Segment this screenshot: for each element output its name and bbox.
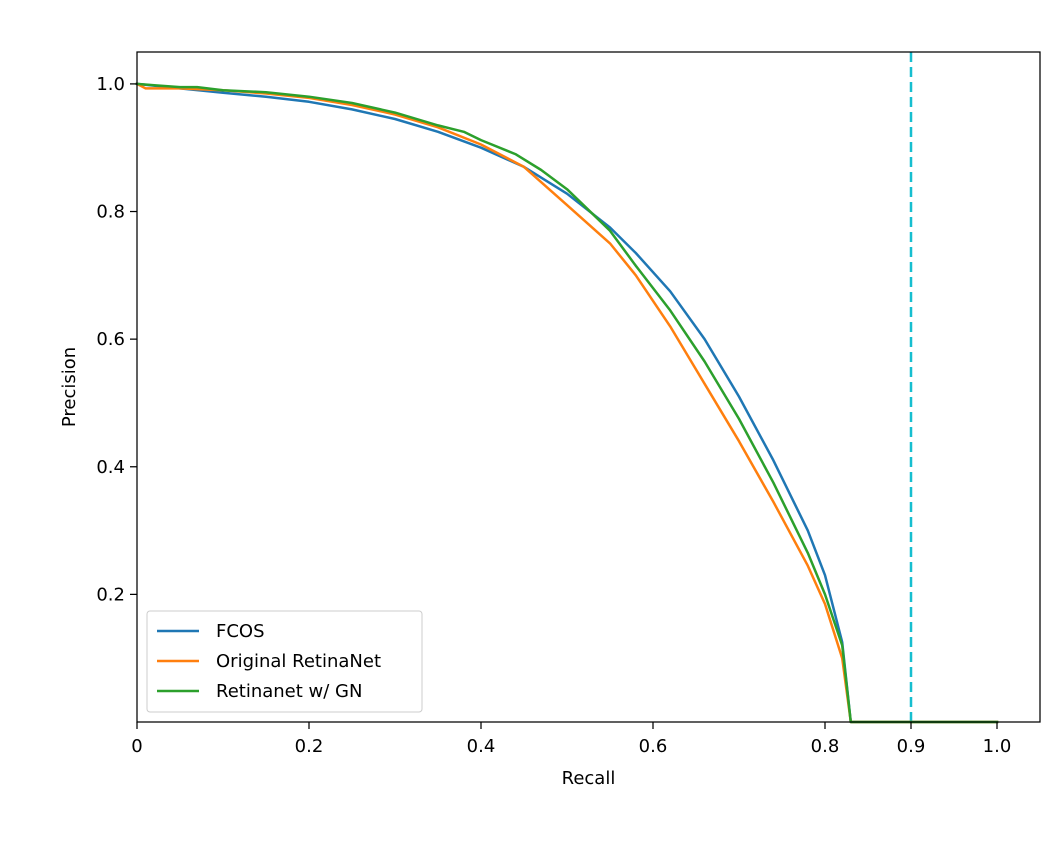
x-axis-ticks: 0 0.2 0.4 0.6 0.8 0.9 1.0: [131, 722, 1011, 757]
y-axis-title: Precision: [59, 347, 80, 427]
x-tick-label: 0.8: [811, 736, 840, 757]
legend-label: Retinanet w/ GN: [216, 681, 362, 702]
y-axis-ticks: 0.2 0.4 0.6 0.8 1.0: [96, 74, 137, 605]
legend: FCOS Original RetinaNet Retinanet w/ GN: [146, 610, 423, 713]
y-tick-label: 1.0: [96, 74, 125, 95]
legend-box: [146, 610, 423, 713]
x-tick-label: 0.6: [639, 736, 668, 757]
series-line-3: [135, 82, 999, 724]
y-tick-label: 0.2: [96, 584, 125, 605]
plot-area: [137, 52, 1040, 722]
series-line-1: [135, 82, 999, 724]
legend-label: Original RetinaNet: [216, 651, 381, 672]
series-layer: [135, 82, 999, 724]
x-tick-label: 0.2: [295, 736, 324, 757]
x-tick-label: 0.9: [897, 736, 926, 757]
x-tick-label: 0.4: [467, 736, 496, 757]
x-tick-label: 0: [131, 736, 142, 757]
y-tick-label: 0.6: [96, 329, 125, 350]
legend-label: FCOS: [216, 621, 265, 642]
legend-entries: FCOS Original RetinaNet Retinanet w/ GN: [157, 621, 381, 702]
x-axis-title: Recall: [562, 768, 616, 789]
y-tick-label: 0.4: [96, 457, 125, 478]
y-tick-label: 0.8: [96, 202, 125, 223]
x-tick-label: 1.0: [983, 736, 1012, 757]
plot-frame: [136, 51, 1041, 723]
